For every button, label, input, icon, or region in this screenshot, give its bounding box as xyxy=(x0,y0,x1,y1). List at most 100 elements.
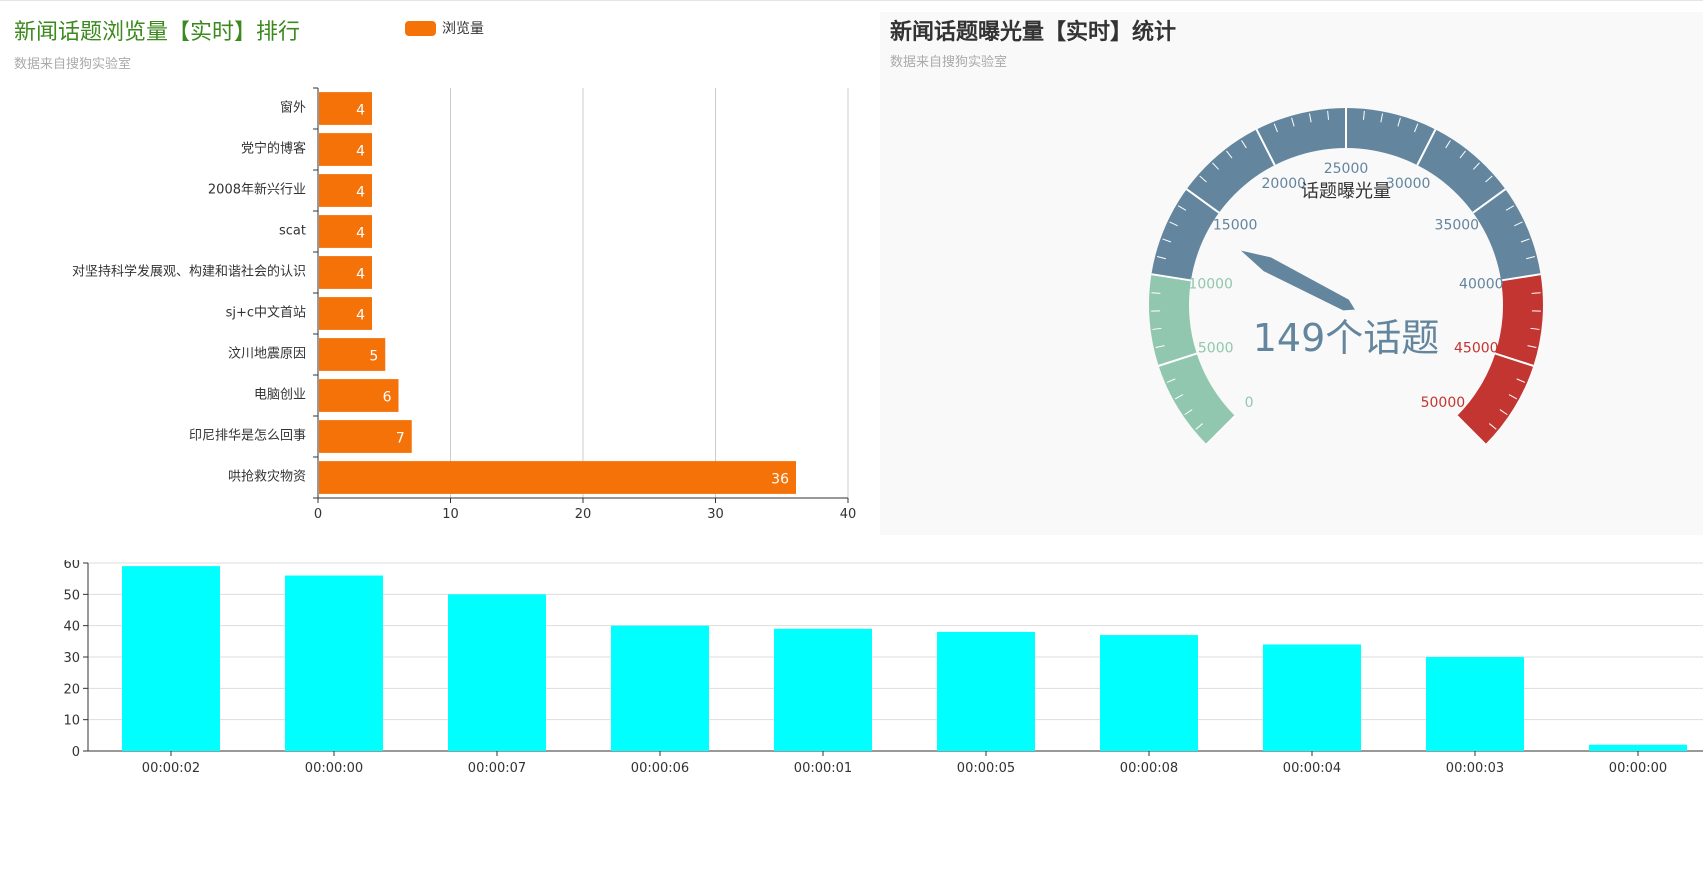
y-category-label: 窗外 xyxy=(280,100,306,116)
x-tick-label: 10 xyxy=(442,507,459,522)
column-bar xyxy=(1426,657,1524,751)
column-bar xyxy=(611,625,709,751)
bar xyxy=(319,297,372,330)
bar-value-label: 4 xyxy=(356,267,365,283)
gauge-minor-tick xyxy=(1308,113,1312,123)
gauge-minor-tick xyxy=(1177,205,1187,211)
gauge-minor-tick xyxy=(1327,110,1329,120)
y-tick-label: 60 xyxy=(63,560,80,572)
gauge-split-line xyxy=(1186,188,1220,214)
gauge-tick-label: 25000 xyxy=(1324,161,1369,177)
gauge-minor-tick xyxy=(1380,113,1384,123)
gauge-minor-tick xyxy=(1291,117,1295,127)
exposure-gauge-chart: 0 5000 10000 15000 20000 25000 30000 35000 40000… xyxy=(1149,108,1543,446)
legend-label: 浏览量 xyxy=(442,21,484,37)
column-bar xyxy=(448,594,546,751)
gauge-minor-tick xyxy=(1485,175,1493,183)
bar-value-label: 4 xyxy=(356,185,365,201)
y-category-label: 汶川地震原因 xyxy=(228,346,306,362)
gauge-minor-tick xyxy=(1514,221,1523,227)
gauge-split-line xyxy=(1500,273,1541,282)
gauge-split-line xyxy=(1205,415,1236,446)
bar xyxy=(319,92,372,125)
y-category-label: scat xyxy=(279,224,306,239)
gauge-split-line xyxy=(1151,273,1192,282)
gauge-minor-tick xyxy=(1526,256,1535,260)
y-category-label: 2008年新兴行业 xyxy=(208,182,306,198)
gauge-minor-tick xyxy=(1488,423,1497,430)
gauge-minor-tick xyxy=(1155,345,1165,349)
gauge-minor-tick xyxy=(1151,292,1161,294)
gauge-minor-tick xyxy=(1445,140,1451,149)
x-category-label: 00:00:08 xyxy=(1120,761,1178,776)
bar-value-label: 7 xyxy=(396,431,405,447)
time-column-chart: 0 10 20 30 40 50 60 00:00:02 00:00:00 00:00:07 00:… xyxy=(63,560,1703,776)
x-tick-label: 20 xyxy=(575,507,592,522)
y-tick-label: 50 xyxy=(63,588,80,603)
gauge-minor-tick xyxy=(1530,327,1540,330)
x-category-label: 00:00:06 xyxy=(631,761,689,776)
views-ranking-subtitle: 数据来自搜狗实验室 xyxy=(14,57,132,72)
gauge-minor-tick xyxy=(1499,409,1508,416)
y-tick-label: 30 xyxy=(63,651,80,666)
gauge-minor-tick xyxy=(1363,110,1365,120)
gauge-minor-tick xyxy=(1505,205,1515,211)
gauge-band xyxy=(1151,108,1541,281)
exposure-gauge-title: 新闻话题曝光量【实时】统计 xyxy=(890,20,1177,45)
gauge-tick-label: 15000 xyxy=(1213,217,1258,233)
gauge-minor-tick xyxy=(1166,378,1176,383)
gauge-minor-tick xyxy=(1162,238,1172,243)
gauge-minor-tick xyxy=(1531,292,1541,294)
column-bar xyxy=(1589,744,1687,751)
gauge-tick-label: 0 xyxy=(1245,395,1254,411)
bar-value-label: 4 xyxy=(356,103,365,119)
gauge-detail-value: 149个话题 xyxy=(1253,316,1440,360)
gauge-minor-tick xyxy=(1397,117,1401,127)
gauge-minor-tick xyxy=(1152,327,1162,330)
x-tick-label: 30 xyxy=(707,507,724,522)
y-category-label: 哄抢救灾物资 xyxy=(228,469,306,485)
gauge-band xyxy=(1149,274,1235,445)
column-bar xyxy=(1263,644,1361,751)
exposure-gauge-subtitle: 数据来自搜狗实验室 xyxy=(890,55,1008,70)
x-category-label: 00:00:04 xyxy=(1283,761,1341,776)
gauge-tick-label: 35000 xyxy=(1435,217,1480,233)
gauge-tick-label: 45000 xyxy=(1454,340,1499,356)
y-category-label: 印尼排华是怎么回事 xyxy=(189,429,306,444)
gauge-minor-tick xyxy=(1472,162,1480,170)
top-divider xyxy=(0,0,1703,1)
gauge-tick-label: 40000 xyxy=(1459,277,1504,293)
bar xyxy=(319,174,372,207)
column-bar xyxy=(774,628,872,751)
gauge-minor-tick xyxy=(1169,221,1178,227)
gauge-tick-label: 10000 xyxy=(1188,277,1233,293)
x-category-label: 00:00:05 xyxy=(957,761,1015,776)
bar xyxy=(319,256,372,289)
gauge-split-line xyxy=(1472,188,1506,214)
gauge-minor-tick xyxy=(1527,345,1537,349)
gauge-tick-label: 5000 xyxy=(1198,340,1234,356)
gauge-minor-tick xyxy=(1174,394,1184,400)
column-bar xyxy=(122,566,220,751)
gauge-split-line xyxy=(1416,129,1437,166)
bar-value-label: 4 xyxy=(356,144,365,160)
gauge-name-label: 话题曝光量 xyxy=(1301,181,1391,202)
gauge-split-line xyxy=(1158,352,1197,367)
gauge-tick-label: 30000 xyxy=(1386,176,1431,192)
views-ranking-title: 新闻话题浏览量【实时】排行 xyxy=(14,20,301,45)
gauge-minor-tick xyxy=(1157,256,1166,260)
gauge-minor-tick xyxy=(1508,394,1518,400)
time-column-panel: 0 10 20 30 40 50 60 00:00:02 00:00:00 00:00:07 00:… xyxy=(0,560,1703,883)
y-category-label: sj+c中文首站 xyxy=(226,306,306,321)
y-category-label: 党宁的博客 xyxy=(241,141,306,157)
y-tick-label: 20 xyxy=(63,682,80,697)
gauge-minor-tick xyxy=(1195,423,1204,430)
bar-value-label: 36 xyxy=(771,472,789,488)
gauge-minor-tick xyxy=(1414,123,1419,133)
bar xyxy=(319,133,372,166)
gauge-minor-tick xyxy=(1516,378,1526,383)
gauge-minor-tick xyxy=(1273,123,1278,133)
y-category-label: 对坚持科学发展观、构建和谐社会的认识 xyxy=(72,264,306,280)
y-tick-label: 40 xyxy=(63,620,80,635)
x-category-label: 00:00:02 xyxy=(142,761,200,776)
